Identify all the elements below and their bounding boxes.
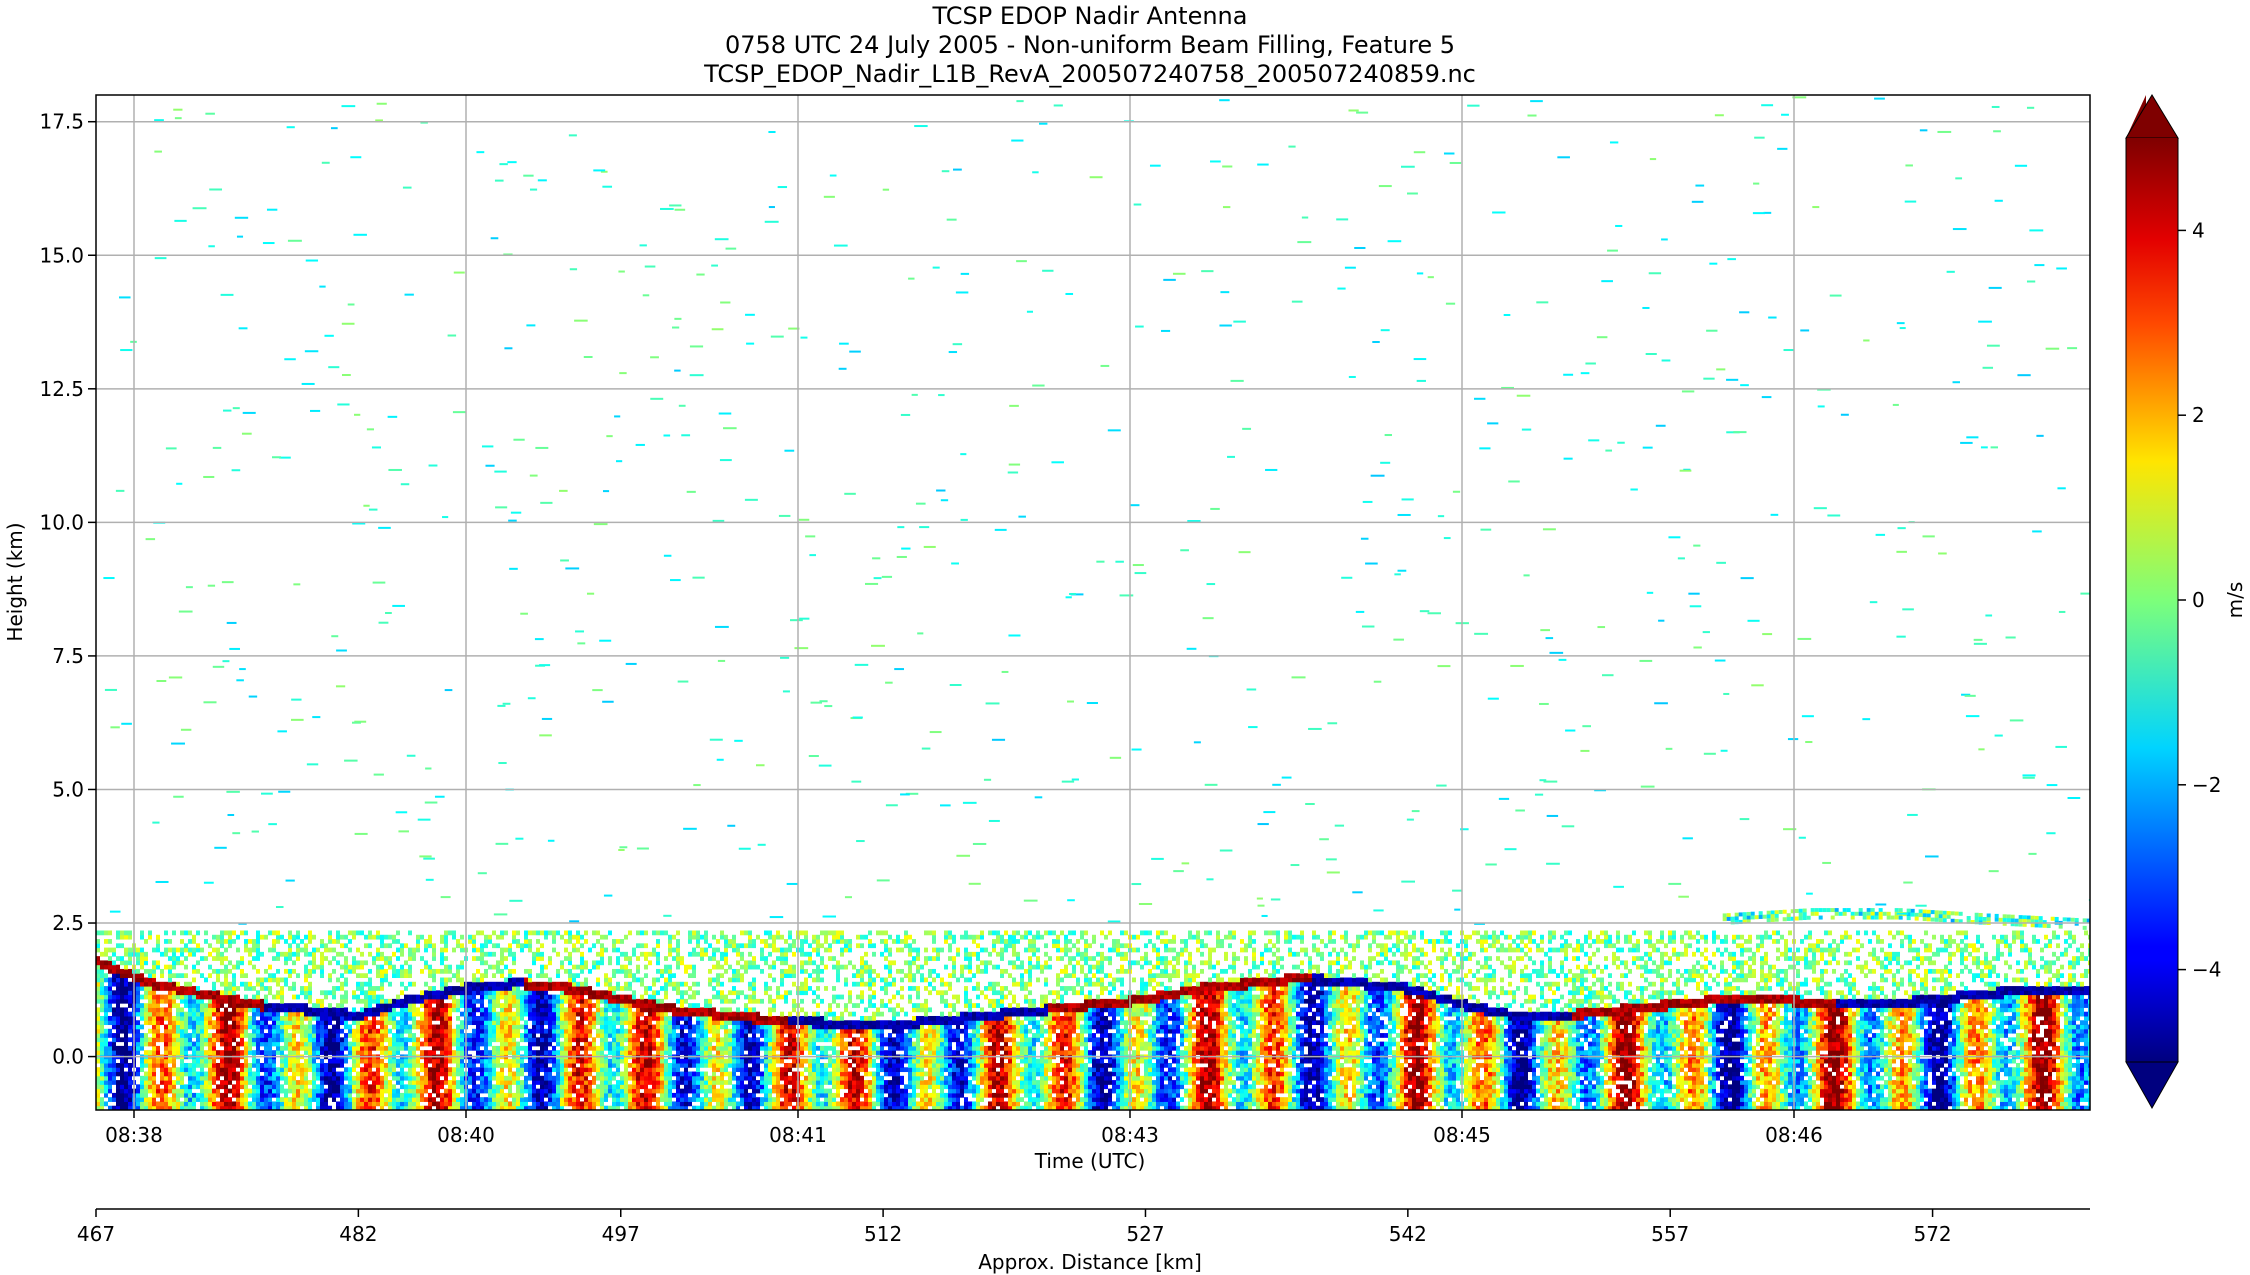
colorbar-tick-label: 4 [2192,218,2205,242]
distance-tick-label: 512 [864,1222,902,1246]
chart-filename: TCSP_EDOP_Nadir_L1B_RevA_200507240758_20… [704,60,1476,88]
distance-tick-label: 557 [1651,1222,1689,1246]
plot-frame [95,94,2091,1111]
colorbar-tick-label: 2 [2192,403,2205,427]
distance-tick-label: 572 [1913,1222,1951,1246]
y-tick-label: 12.5 [39,377,84,401]
y-tick-label: 17.5 [39,110,84,134]
colorbar-tick-label: −2 [2192,773,2221,797]
y-tick-label: 15.0 [39,243,84,267]
chart-subtitle: 0758 UTC 24 July 2005 - Non-uniform Beam… [724,31,1456,59]
x-tick-label: 08:46 [1765,1123,1823,1147]
grid-lines [96,95,2090,1110]
x-tick-label: 08:40 [437,1123,495,1147]
y-tick-label: 0.0 [52,1045,84,1069]
distance-tick-label: 467 [77,1222,115,1246]
x-tick-label: 08:41 [769,1123,827,1147]
distance-tick-label: 497 [602,1222,640,1246]
colorbar-gradient [2126,138,2178,1062]
y-tick-label: 2.5 [52,911,84,935]
colorbar-label: m/s [2223,582,2247,619]
x-tick-label: 08:38 [105,1123,163,1147]
colorbar-ticks: 4 2 0 −2 −4 [2178,218,2221,982]
distance-tick-label: 482 [339,1222,377,1246]
x-axis-label: Time (UTC) [1034,1149,1146,1173]
x-tick-label: 08:45 [1433,1123,1491,1147]
distance-axis: 467 482 497 512 527 542 557 572 [77,1208,2090,1246]
y-axis-label: Height (km) [3,522,27,641]
chart-title: TCSP EDOP Nadir Antenna [932,2,1248,30]
colorbar: 4 2 0 −2 −4 [2125,94,2221,1110]
distance-axis-ticks: 467 482 497 512 527 542 557 572 [77,1209,1952,1246]
colorbar-tick-label: −4 [2192,958,2221,982]
colorbar-tick-label: 0 [2192,588,2205,612]
colorbar-extend-max [2125,94,2179,139]
y-tick-label: 10.0 [39,510,84,534]
distance-axis-label: Approx. Distance [km] [978,1250,1202,1274]
x-axis-ticks: 08:38 08:40 08:41 08:43 08:45 08:46 [105,1110,1823,1147]
plot-area: 0.02.55.07.510.012.515.017.5 08:38 08:40 0… [39,94,2091,1147]
distance-tick-label: 527 [1126,1222,1164,1246]
y-tick-label: 5.0 [52,777,84,801]
y-tick-label: 7.5 [52,644,84,668]
colorbar-extend-min [2125,1061,2179,1110]
distance-tick-label: 542 [1389,1222,1427,1246]
y-axis-ticks: 0.0 2.5 5.0 7.5 10.0 12.5 15.0 17.5 [39,110,96,1069]
x-tick-label: 08:43 [1101,1123,1159,1147]
